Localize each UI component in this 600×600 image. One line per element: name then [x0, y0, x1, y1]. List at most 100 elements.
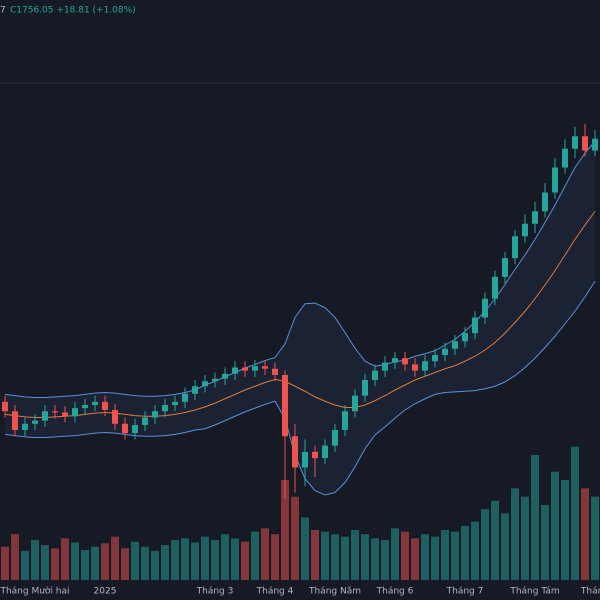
volume-bar: [391, 528, 399, 580]
candle-body: [332, 430, 338, 446]
volume-bar: [351, 530, 359, 580]
volume-bar: [331, 534, 339, 580]
candle-body: [402, 358, 408, 365]
volume-bar: [411, 538, 419, 580]
volume-bar: [101, 543, 109, 580]
volume-bar: [81, 550, 89, 580]
candle-body: [532, 211, 538, 224]
volume-bar: [181, 538, 189, 580]
candle-body: [252, 366, 258, 371]
candle-body: [392, 358, 398, 363]
volume-bar: [1, 546, 9, 580]
volume-bar: [511, 488, 519, 580]
volume-bar: [21, 550, 29, 580]
candle-body: [432, 355, 438, 362]
volume-bar: [421, 534, 429, 580]
candle-body: [492, 276, 498, 299]
candle-body: [32, 420, 38, 424]
candle-body: [452, 341, 458, 349]
candle-body: [2, 401, 8, 412]
volume-bar: [241, 541, 249, 580]
candle-body: [372, 370, 378, 380]
x-tick-label: Tháng 4: [256, 587, 294, 597]
volume-bar: [161, 545, 169, 580]
volume-bar: [251, 531, 259, 580]
x-tick-label: Tháng 6: [376, 587, 414, 597]
candle-body: [132, 425, 138, 434]
candle-body: [592, 138, 598, 151]
band-lower: [4, 280, 596, 496]
candle-body: [522, 223, 528, 237]
candle-body: [312, 451, 318, 459]
candle-body: [512, 236, 518, 259]
volume-bar: [71, 542, 79, 580]
candle-body: [222, 373, 228, 379]
candle-body: [422, 361, 428, 371]
volume-bar: [551, 471, 559, 580]
volume-bar: [111, 536, 119, 580]
candle-body: [562, 148, 568, 168]
volume-bar: [581, 488, 589, 580]
candle-body: [12, 411, 18, 430]
volume-bar: [531, 455, 539, 580]
volume-bar: [91, 546, 99, 580]
volume-bar: [31, 540, 39, 580]
volume-bar: [291, 496, 299, 580]
volume-bar: [11, 534, 19, 580]
candle-body: [62, 412, 68, 417]
candle-body: [382, 362, 388, 371]
volume-bar: [151, 550, 159, 580]
candle-body: [52, 411, 58, 413]
candle-body: [102, 401, 108, 410]
volume-bar: [361, 534, 369, 580]
volume-bar: [191, 542, 199, 580]
volume-bar: [451, 531, 459, 580]
candle-body: [352, 395, 358, 412]
candle-body: [502, 258, 508, 277]
volume-bar: [131, 541, 139, 580]
x-tick-label: Tháng 7: [446, 587, 484, 597]
candle-body: [362, 380, 368, 396]
candle-body: [552, 167, 558, 193]
candle-body: [282, 375, 288, 437]
candle-body: [412, 364, 418, 371]
volume-bar: [201, 536, 209, 580]
volume-bar: [571, 446, 579, 580]
volume-bar: [311, 530, 319, 580]
volume-bar: [441, 530, 449, 580]
volume-bar: [501, 513, 509, 580]
header-ohlc: C1756.05 +18.81 (+1.08%): [10, 6, 136, 16]
volume-bar: [211, 540, 219, 580]
volume-bar: [301, 517, 309, 580]
volume-bar: [481, 509, 489, 580]
candle-body: [162, 405, 168, 412]
volume-bar: [381, 540, 389, 580]
candle-body: [202, 381, 208, 387]
x-tick-label: Tháng Tám: [509, 587, 559, 597]
volume-bar: [341, 536, 349, 580]
candle-body: [172, 401, 178, 405]
volume-bar: [591, 496, 599, 580]
candle-body: [142, 417, 148, 425]
x-tick-label: Tháng Mười hai: [0, 586, 70, 597]
candle-body: [582, 136, 588, 151]
volume-bar: [141, 546, 149, 580]
candle-body: [82, 405, 88, 409]
volume-bar: [371, 538, 379, 580]
volume-bar: [261, 528, 269, 580]
band-fill: [5, 141, 595, 495]
volume-bar: [401, 531, 409, 580]
band-middle: [4, 210, 596, 418]
candle-body: [152, 411, 158, 418]
volume-bar: [51, 548, 59, 580]
volume-bar: [561, 480, 569, 580]
candle-body: [292, 436, 298, 468]
candle-body: [92, 401, 98, 405]
candle-body: [262, 366, 268, 369]
candle-body: [302, 451, 308, 468]
candle-body: [322, 445, 328, 459]
candle-body: [342, 411, 348, 430]
volume-bar: [271, 534, 279, 580]
candle-body: [122, 423, 128, 434]
